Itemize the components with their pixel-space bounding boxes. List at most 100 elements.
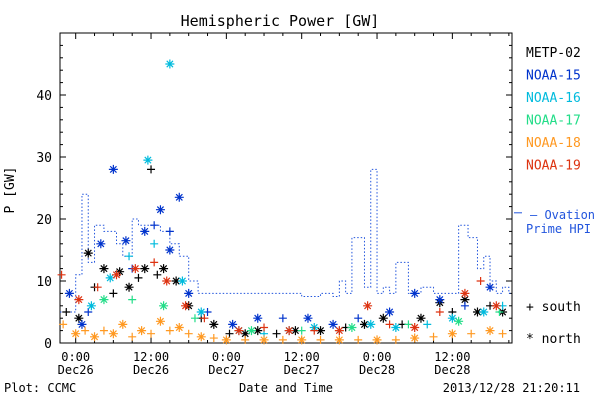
noaa-16-point <box>391 323 401 332</box>
noaa-19-point <box>93 283 102 292</box>
metp-02-point <box>416 313 426 323</box>
noaa-19-point <box>74 295 84 305</box>
north-marker-legend: * north <box>526 332 581 347</box>
noaa-15-point <box>303 313 313 323</box>
noaa-15-point <box>354 314 363 323</box>
noaa-19-point <box>181 301 191 311</box>
ovation-hpi-line <box>60 168 512 313</box>
footer-plot-credit: Plot: CCMC <box>4 381 76 395</box>
noaa-17-point <box>454 316 464 326</box>
metp-02-point <box>171 276 181 286</box>
x-tick-label-time: 12:00 <box>133 350 169 364</box>
noaa-16-point <box>196 307 206 317</box>
noaa-16-point <box>423 320 432 329</box>
noaa-18-point <box>196 332 206 342</box>
noaa-17-point <box>347 323 357 332</box>
noaa-19-point <box>57 270 66 279</box>
noaa-19-point <box>334 326 344 336</box>
metp-02-point <box>159 264 169 274</box>
noaa-18-point <box>297 335 307 345</box>
x-tick-label-time: 12:00 <box>284 350 320 364</box>
noaa-18-point <box>354 335 363 344</box>
noaa-19-point <box>150 258 159 267</box>
plot-frame <box>59 32 513 344</box>
noaa-16-point <box>125 252 134 261</box>
footer-timestamp: 2013/12/28 21:20:11 <box>443 381 580 395</box>
x-tick-label-time: 0:00 <box>61 350 90 364</box>
noaa-19-point <box>410 323 420 332</box>
noaa-18-point <box>429 332 438 341</box>
x-tick-label-time: 0:00 <box>212 350 241 364</box>
noaa-15-point <box>140 226 150 236</box>
noaa-16-point <box>150 239 159 248</box>
y-tick-label: 20 <box>36 213 52 228</box>
noaa-15-point <box>165 227 174 236</box>
noaa-15-point <box>64 288 74 298</box>
metp-02-point <box>140 264 150 274</box>
noaa-15-point <box>84 308 93 316</box>
x-tick-label-date: Dec27 <box>208 363 244 377</box>
noaa-18-point <box>334 335 344 345</box>
noaa-16-point <box>143 155 153 165</box>
noaa-15-point <box>385 307 395 317</box>
noaa-18-point <box>99 326 108 335</box>
noaa-17-point <box>190 314 199 323</box>
noaa-18-point <box>221 335 231 345</box>
noaa-18-point <box>81 326 90 335</box>
noaa-19-point <box>112 270 121 280</box>
noaa-18-point <box>184 329 193 338</box>
noaa-15-point <box>410 288 420 298</box>
metp-02-point <box>134 273 143 282</box>
noaa-17-point <box>246 326 256 336</box>
noaa-19-point <box>234 326 244 336</box>
noaa-19-point <box>385 320 394 329</box>
noaa-16-point <box>479 307 489 317</box>
chart-title: Hemispheric Power [GW] <box>181 12 380 30</box>
x-tick-label-date: Dec27 <box>284 363 320 377</box>
noaa-18-point <box>90 332 100 342</box>
noaa-15-point <box>228 319 238 329</box>
noaa-17-point <box>128 295 137 304</box>
x-tick-label-date: Dec28 <box>359 363 395 377</box>
metp-02-point <box>225 329 234 338</box>
x-axis-label: Date and Time <box>239 381 333 395</box>
ovation-legend-line1: — Ovation <box>530 208 595 222</box>
noaa-15-point <box>77 319 87 329</box>
metp-02-point <box>272 329 281 338</box>
noaa-18-point <box>278 335 287 344</box>
noaa-15-point <box>150 221 159 230</box>
legend-noaa-16: NOAA-16 <box>526 91 581 106</box>
noaa-15-point <box>96 239 106 249</box>
metp-02-point <box>359 319 369 329</box>
noaa-18-point <box>447 329 457 339</box>
metp-02-point <box>253 326 263 336</box>
noaa-18-point <box>118 319 128 329</box>
noaa-19-point <box>363 301 373 311</box>
noaa-19-point <box>200 314 209 323</box>
noaa-18-point <box>137 326 147 336</box>
plot-area: 0102030400:00Dec2612:00Dec260:00Dec2712:… <box>36 32 522 377</box>
noaa-19-point <box>476 277 485 285</box>
noaa-19-point <box>491 301 501 311</box>
noaa-15-point <box>435 295 445 305</box>
noaa-18-point <box>372 335 382 345</box>
noaa-18-point <box>316 335 325 344</box>
noaa-15-point <box>253 313 263 323</box>
noaa-18-point <box>485 326 495 336</box>
metp-02-point <box>472 307 482 317</box>
noaa-17-point <box>99 295 109 305</box>
noaa-15-point <box>485 282 495 292</box>
noaa-19-point <box>460 288 470 298</box>
noaa-18-point <box>59 320 68 329</box>
legend-noaa-15: NOAA-15 <box>526 69 581 84</box>
noaa-15-point <box>278 314 287 323</box>
noaa-16-point <box>366 319 376 329</box>
noaa-15-point <box>165 245 175 255</box>
noaa-18-point <box>241 335 250 344</box>
legend-noaa-17: NOAA-17 <box>526 114 581 129</box>
noaa-18-point <box>410 333 420 343</box>
noaa-15-point <box>121 236 131 246</box>
noaa-18-point <box>155 316 165 326</box>
metp-02-point <box>83 248 93 258</box>
